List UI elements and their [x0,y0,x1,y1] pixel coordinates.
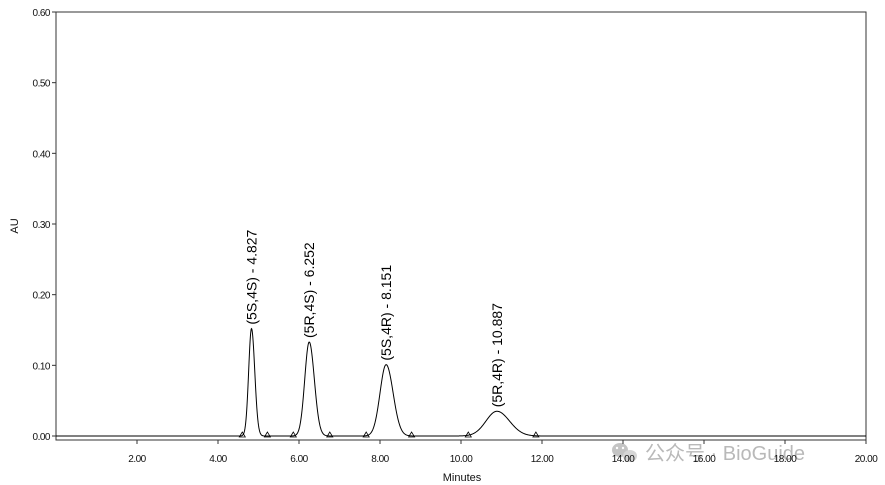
x-axis: 2.00 4.00 6.00 8.00 10.00 12.00 14.00 16.00 18.0… [128,440,879,465]
integration-marker [238,431,247,438]
peak-label: (5R,4S) - 6.252 [301,242,317,338]
y-tick-label: 0.60 [33,8,51,19]
y-tick-label: 0.10 [33,361,51,372]
x-tick-label: 16.00 [693,454,716,465]
peak-label: (5S,4R) - 8.151 [378,265,394,361]
integration-marker [289,431,298,438]
y-tick-label: 0.20 [33,291,51,302]
x-tick-label: 12.00 [531,454,554,465]
y-tick-label: 0.40 [33,149,51,160]
y-axis: 0.00 0.10 0.20 0.30 0.40 0.50 0.60 [33,8,56,443]
peak-label: (5R,4R) - 10.887 [489,303,505,407]
y-axis-title: AU [9,218,21,233]
x-tick-label: 10.00 [450,454,473,465]
integration-marker [362,431,370,438]
integration-marker [532,431,540,438]
x-tick-label: 2.00 [128,454,146,465]
chromatogram-trace [56,327,866,437]
peak-labels: (5S,4S) - 4.827 (5R,4S) - 6.252 (5S,4R) - … [244,229,505,407]
x-tick-label: 20.00 [855,454,878,465]
peak-label: (5S,4S) - 4.827 [244,229,260,324]
x-tick-label: 14.00 [612,454,635,465]
watermark: 公众号 · BioGuide [612,442,805,465]
x-tick-label: 6.00 [290,454,308,465]
x-axis-title: Minutes [443,472,482,484]
y-tick-label: 0.30 [33,220,51,231]
y-tick-label: 0.50 [33,79,51,90]
integration-marker [263,431,272,438]
x-tick-label: 18.00 [774,454,797,465]
integration-marker [326,431,334,438]
wechat-icon [612,443,637,462]
plot-frame [55,11,867,441]
x-tick-label: 4.00 [209,454,227,465]
watermark-text: 公众号 · BioGuide [645,442,805,465]
y-tick-label: 0.00 [33,432,51,443]
peak-integration-markers [238,431,540,438]
integration-marker [407,431,416,438]
x-tick-label: 8.00 [371,454,389,465]
